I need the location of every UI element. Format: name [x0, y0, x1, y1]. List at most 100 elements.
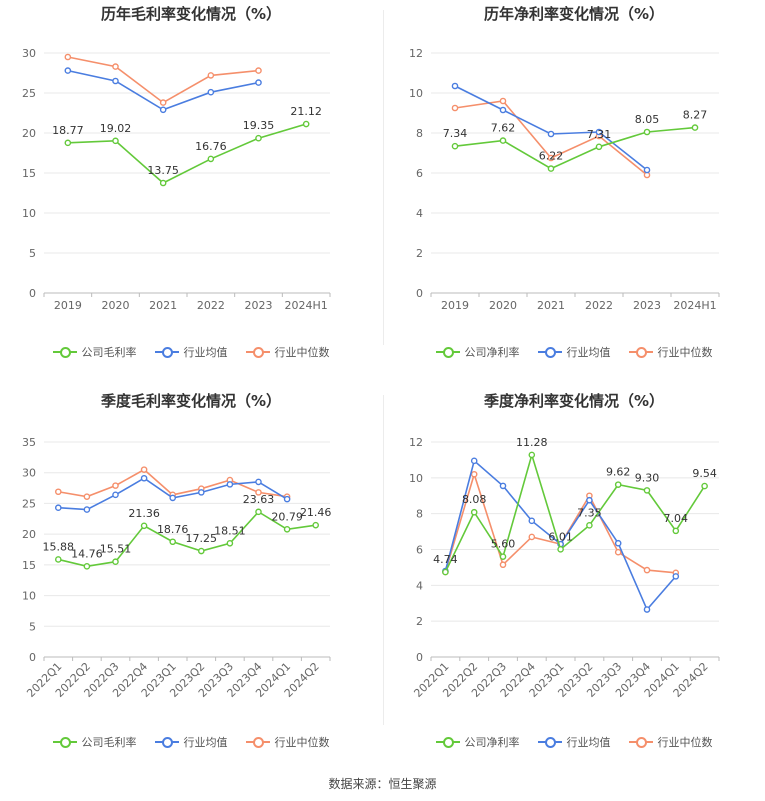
data-point: [207, 72, 215, 79]
data-point: [547, 130, 555, 138]
circle-line-icon: [52, 347, 77, 358]
data-label: 13.75: [147, 164, 179, 177]
legend-item[interactable]: 行业中位数: [245, 734, 330, 750]
y-tick-label: 0: [416, 651, 423, 664]
data-point: [197, 489, 205, 496]
data-point: [499, 137, 507, 144]
data-point: [691, 124, 699, 131]
data-point: [112, 558, 119, 566]
y-tick-label: 2: [416, 615, 423, 628]
legend-label: 行业中位数: [657, 346, 713, 359]
circle-line-icon: [435, 737, 460, 748]
x-tick-label: 2024H1: [285, 299, 328, 312]
legend-label: 行业均值: [566, 736, 611, 749]
legend-item[interactable]: 公司净利率: [435, 344, 520, 360]
data-point: [547, 165, 555, 172]
data-label: 11.28: [516, 436, 548, 449]
x-tick-label: 2019: [441, 299, 469, 312]
legend-label: 行业均值: [183, 346, 228, 359]
legend: 公司净利率 行业均值 行业中位数: [383, 344, 765, 360]
data-point: [55, 488, 62, 496]
data-label: 16.76: [195, 140, 227, 153]
y-tick-label: 15: [22, 167, 36, 180]
y-tick-label: 12: [409, 436, 423, 449]
data-point: [586, 522, 593, 529]
data-point: [112, 491, 119, 499]
legend: 公司毛利率 行业均值 行业中位数: [0, 344, 382, 360]
data-point: [83, 493, 91, 500]
data-point: [547, 154, 555, 162]
chart-title: 历年毛利率变化情况（%）: [100, 5, 282, 23]
circle-line-icon: [154, 347, 179, 358]
legend-label: 公司净利率: [464, 346, 520, 359]
legend-item[interactable]: 行业中位数: [628, 734, 713, 750]
legend-item[interactable]: 公司毛利率: [52, 734, 137, 750]
data-label: 18.51: [214, 524, 246, 537]
y-tick-label: 5: [29, 247, 36, 260]
legend-label: 行业均值: [183, 736, 228, 749]
data-point: [451, 142, 459, 150]
legend-item[interactable]: 行业均值: [154, 344, 228, 360]
data-point: [169, 538, 176, 546]
data-point: [255, 489, 262, 496]
x-tick-label: 2024H1: [673, 299, 716, 312]
data-point: [255, 478, 262, 486]
legend-label: 公司净利率: [464, 736, 520, 749]
legend-item[interactable]: 行业中位数: [628, 344, 713, 360]
legend-label: 行业均值: [566, 346, 611, 359]
y-tick-label: 10: [22, 590, 36, 603]
chart-title: 季度毛利率变化情况（%）: [100, 392, 282, 410]
plot-area: 0 5 10 15 20 25 30 2019 2020 2021 2022 2023 2024H1 18…: [22, 47, 331, 312]
y-tick-label: 4: [416, 207, 423, 220]
plot-area: 051015202530352022Q12022Q22022Q32022Q420…: [22, 436, 332, 700]
circle-line-icon: [628, 737, 653, 748]
y-tick-label: 0: [29, 651, 36, 664]
data-label: 7.31: [587, 128, 612, 141]
chart-title: 季度净利率变化情况（%）: [483, 392, 665, 410]
legend-item[interactable]: 行业中位数: [245, 344, 330, 360]
data-label: 7.34: [443, 127, 468, 140]
data-point: [451, 82, 459, 90]
y-tick-label: 2: [416, 247, 423, 260]
data-point: [672, 573, 680, 580]
data-label: 15.88: [43, 540, 75, 553]
data-point: [643, 606, 651, 613]
legend-item[interactable]: 行业均值: [154, 734, 228, 750]
data-label: 20.79: [271, 510, 303, 523]
data-point: [302, 120, 310, 128]
legend-label: 行业中位数: [274, 346, 330, 359]
circle-line-icon: [245, 347, 270, 358]
column-divider: [383, 10, 384, 345]
data-point: [255, 67, 262, 74]
legend-item[interactable]: 公司净利率: [435, 734, 520, 750]
data-point: [112, 77, 119, 85]
legend-item[interactable]: 公司毛利率: [52, 344, 137, 360]
data-label: 19.35: [243, 119, 275, 132]
x-tick-label: 2021: [537, 299, 565, 312]
data-point: [112, 482, 119, 489]
x-tick-label: 2023: [633, 299, 661, 312]
y-tick-label: 6: [416, 167, 423, 180]
data-point: [595, 128, 603, 136]
data-label: 19.02: [100, 122, 132, 135]
data-point: [614, 539, 622, 547]
series-line: [67, 56, 259, 104]
legend-label: 公司毛利率: [81, 736, 137, 749]
plot-area: 0 2 4 6 8 10 12 2019 2020 2021 2022 2023 2024H1 7.34 7…: [409, 47, 720, 312]
data-label: 21.12: [290, 105, 322, 118]
data-point: [140, 474, 148, 482]
data-point: [83, 563, 91, 570]
data-label: 21.46: [300, 506, 332, 519]
legend-label: 公司毛利率: [81, 346, 137, 359]
data-point: [528, 533, 536, 541]
data-point: [643, 566, 651, 574]
data-label: 18.76: [157, 523, 189, 536]
data-point: [470, 470, 478, 478]
data-label: 9.30: [635, 471, 660, 484]
data-point: [557, 546, 564, 553]
series-line: [454, 100, 648, 176]
legend-item[interactable]: 行业均值: [537, 344, 611, 360]
data-point: [255, 134, 262, 142]
x-tick-label: 2020: [489, 299, 517, 312]
legend-item[interactable]: 行业均值: [537, 734, 611, 750]
